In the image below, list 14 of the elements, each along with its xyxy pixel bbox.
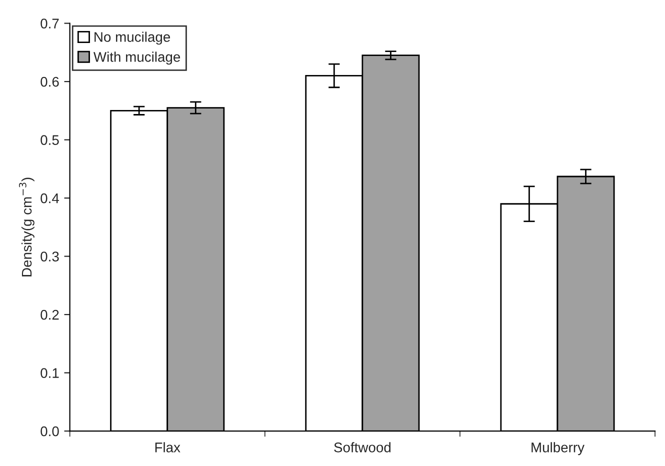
y-axis-title: Density(g cm$^{−3}$) xyxy=(18,178,34,276)
x-tick-label: Mulberry xyxy=(532,442,584,456)
y-tick-label: 0.1 xyxy=(40,368,59,378)
y-tick-label: 0.3 xyxy=(40,252,59,262)
y-tick-label: 0.7 xyxy=(40,18,59,28)
x-tick-label: Softwood xyxy=(334,442,390,452)
x-tick-label: Flax xyxy=(155,442,180,452)
y-tick-label: 0.4 xyxy=(40,193,60,204)
y-tick-label: 0.2 xyxy=(40,310,59,320)
legend-label: No mucilage xyxy=(94,32,170,45)
legend-label: With mucilage xyxy=(93,52,180,65)
y-tick-label: 0.6 xyxy=(40,76,59,87)
text: 0.0 xyxy=(40,426,59,436)
y-tick-label: 0.5 xyxy=(40,135,59,145)
